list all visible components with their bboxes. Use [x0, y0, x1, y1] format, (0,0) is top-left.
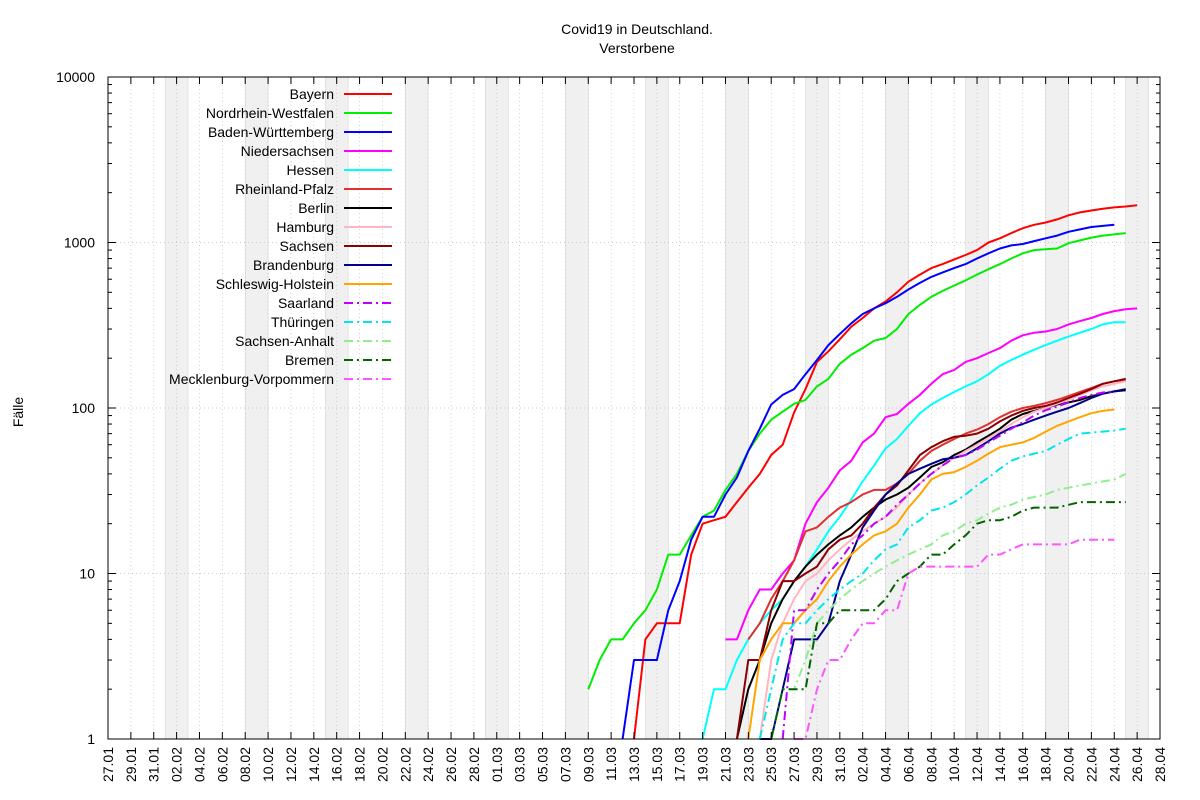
x-tick-label: 08.02: [237, 747, 253, 782]
x-tick-label: 09.03: [580, 747, 596, 782]
x-tick-label: 27.01: [100, 747, 116, 782]
x-tick-label: 14.04: [992, 747, 1008, 782]
x-tick-label: 31.01: [146, 747, 162, 782]
x-tick-label: 29.01: [123, 747, 139, 782]
y-axis-label: Fälle: [10, 397, 26, 428]
y-tick-label: 10000: [56, 69, 95, 85]
legend-label: Sachsen-Anhalt: [235, 333, 334, 349]
x-tick-label: 05.03: [535, 747, 551, 782]
x-tick-label: 18.04: [1038, 747, 1054, 782]
legend-label: Nordrhein-Westfalen: [206, 105, 334, 121]
y-ticks: 1 10 100 1000 10000: [56, 69, 1160, 747]
x-tick-label: 19.03: [695, 747, 711, 782]
x-tick-label: 06.04: [900, 747, 916, 782]
x-tick-label: 22.02: [397, 747, 413, 782]
x-tick-label: 04.02: [192, 747, 208, 782]
x-tick-label: 12.02: [283, 747, 299, 782]
series-lines: [587, 204, 1138, 740]
legend: Bayern Nordrhein-Westfalen Baden-Württembe…: [169, 86, 392, 387]
x-tick-label: 02.02: [169, 747, 185, 782]
series-line-rheinland-pfalz: [747, 378, 1126, 640]
x-tick-label: 06.02: [214, 747, 230, 782]
x-tick-label: 20.04: [1061, 747, 1077, 782]
x-tick-label: 20.02: [374, 747, 390, 782]
legend-label: Schleswig-Holstein: [216, 276, 334, 292]
series-line-nordrhein-westfalen: [587, 232, 1126, 690]
x-tick-label: 23.03: [740, 747, 756, 782]
series-line-brandenburg: [759, 388, 1126, 740]
series-line-th-ringen: [758, 427, 1126, 740]
x-tick-label: 25.03: [763, 747, 779, 782]
x-tick-label: 22.04: [1083, 747, 1099, 782]
x-tick-label: 28.02: [466, 747, 482, 782]
y-tick-label: 1000: [64, 235, 95, 251]
x-tick-label: 01.03: [489, 747, 505, 782]
legend-label: Baden-Württemberg: [208, 124, 334, 140]
x-tick-label: 21.03: [718, 747, 734, 782]
series-line-hessen: [701, 321, 1126, 740]
x-tick-label: 17.03: [672, 747, 688, 782]
x-tick-label: 08.04: [923, 747, 939, 782]
y-tick-label: 10: [79, 566, 95, 582]
legend-label: Brandenburg: [253, 257, 334, 273]
x-tick-label: 15.03: [649, 747, 665, 782]
x-tick-label: 26.04: [1129, 747, 1145, 782]
x-tick-label: 24.02: [420, 747, 436, 782]
x-tick-label: 04.04: [878, 747, 894, 782]
weekend-band: [965, 76, 989, 740]
legend-label: Saarland: [278, 295, 334, 311]
x-tick-label: 28.04: [1152, 747, 1168, 782]
x-tick-label: 16.02: [329, 747, 345, 782]
legend-label: Thüringen: [271, 314, 334, 330]
x-ticks: 27.01 29.01 31.01 02.02 04.02 06.02 08.02 10.02…: [100, 77, 1168, 782]
series-line-berlin: [735, 389, 1126, 740]
legend-label: Rheinland-Pfalz: [235, 181, 334, 197]
y-tick-label: 1: [87, 731, 95, 747]
legend-label: Hamburg: [276, 219, 334, 235]
x-tick-label: 03.03: [512, 747, 528, 782]
legend-label: Bayern: [290, 86, 334, 102]
x-tick-label: 10.04: [946, 747, 962, 782]
legend-label: Hessen: [287, 162, 334, 178]
legend-label: Bremen: [285, 352, 334, 368]
x-tick-label: 02.04: [855, 747, 871, 782]
legend-label: Niedersachsen: [241, 143, 334, 159]
series-line-saarland: [781, 390, 1115, 740]
legend-label: Mecklenburg-Vorpommern: [169, 371, 334, 387]
x-tick-label: 26.02: [443, 747, 459, 782]
series-line-mecklenburg-vorpommern: [794, 538, 1115, 740]
series-line-schleswig-holstein: [747, 408, 1115, 740]
series-line-bremen: [770, 501, 1126, 740]
series-line-sachsen-anhalt: [770, 473, 1127, 740]
x-tick-label: 29.03: [809, 747, 825, 782]
x-tick-label: 07.03: [557, 747, 573, 782]
x-tick-label: 10.02: [260, 747, 276, 782]
x-tick-label: 13.03: [626, 747, 642, 782]
x-tick-label: 18.02: [352, 747, 368, 782]
x-tick-label: 16.04: [1015, 747, 1031, 782]
x-tick-label: 12.04: [969, 747, 985, 782]
legend-label: Berlin: [298, 200, 334, 216]
y-tick-label: 100: [72, 400, 96, 416]
chart-title: Covid19 in Deutschland.: [561, 21, 713, 37]
x-tick-label: 27.03: [786, 747, 802, 782]
x-tick-label: 11.03: [603, 747, 619, 781]
chart-subtitle: Verstorbene: [599, 40, 675, 56]
weekend-band: [1125, 76, 1149, 740]
series-line-bayern: [633, 204, 1138, 740]
x-tick-label: 31.03: [832, 747, 848, 782]
x-tick-label: 24.04: [1106, 747, 1122, 782]
legend-label: Sachsen: [280, 238, 334, 254]
series-line-sachsen: [735, 377, 1126, 740]
x-tick-label: 14.02: [306, 747, 322, 782]
series-line-baden-w-rttemberg: [621, 223, 1115, 740]
